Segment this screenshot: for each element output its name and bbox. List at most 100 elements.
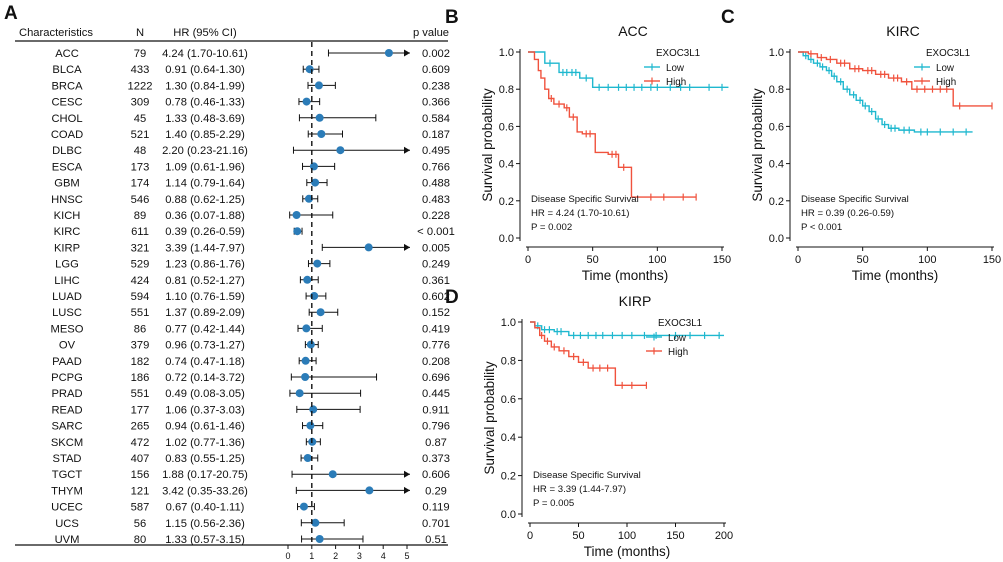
- hr-point: [304, 194, 313, 203]
- row-characteristic: READ: [51, 404, 82, 416]
- hr-point: [314, 81, 323, 90]
- km-y-tick-label: 0.8: [499, 84, 514, 96]
- ci-arrow: [404, 470, 410, 478]
- km-legend-label: Low: [936, 63, 955, 74]
- row-p-value: 0.776: [422, 340, 450, 352]
- row-characteristic: UVM: [55, 534, 80, 546]
- row-n: 424: [131, 275, 150, 287]
- row-characteristic: UCEC: [51, 502, 83, 514]
- row-p-value: 0.766: [422, 161, 450, 173]
- row-hr-ci: 1.37 (0.89-2.09): [165, 307, 245, 319]
- km-y-tick-label: 0.2: [769, 196, 784, 208]
- row-characteristic: BRCA: [51, 80, 83, 92]
- km-legend-title: EXOC3L1: [658, 318, 702, 329]
- row-hr-ci: 1.02 (0.77-1.36): [165, 437, 245, 449]
- row-hr-ci: 4.24 (1.70-10.61): [162, 48, 248, 60]
- km-y-tick-label: 0.0: [499, 233, 514, 245]
- row-n: 1222: [128, 80, 153, 92]
- row-characteristic: LGG: [55, 259, 79, 271]
- row-characteristic: HNSC: [51, 194, 83, 206]
- row-p-value: 0.584: [422, 113, 450, 125]
- km-curve-high: [798, 51, 992, 107]
- km-title: ACC: [618, 23, 648, 39]
- hr-point: [293, 227, 302, 236]
- panel-label-c: C: [721, 7, 735, 28]
- hr-point: [306, 340, 315, 349]
- row-hr-ci: 3.42 (0.35-33.26): [162, 485, 248, 497]
- forest-x-tick-label: 5: [404, 551, 409, 561]
- km-curve-low: [798, 51, 973, 133]
- hr-point: [301, 356, 310, 365]
- row-characteristic: KIRC: [54, 226, 81, 238]
- km-x-label: Time (months): [584, 544, 671, 559]
- row-p-value: 0.495: [422, 145, 450, 157]
- km-x-label: Time (months): [582, 268, 669, 283]
- row-n: 156: [131, 469, 150, 481]
- km-plot-kirc: KIRC 0.0 0.2 0.4 0.6 0.8 1.0 0 50 100 150 Time (mon…: [750, 23, 1001, 283]
- hr-point: [316, 308, 325, 317]
- row-p-value: 0.361: [422, 275, 450, 287]
- row-n: 521: [131, 129, 150, 141]
- row-characteristic: SKCM: [51, 437, 83, 449]
- hr-point: [306, 421, 315, 430]
- row-hr-ci: 0.83 (0.55-1.25): [165, 453, 245, 465]
- row-n: 407: [131, 453, 150, 465]
- row-n: 611: [131, 226, 149, 238]
- forest-x-tick-label: 4: [381, 551, 386, 561]
- km-annotation: HR = 4.24 (1.70-10.61): [531, 208, 629, 219]
- ci-arrow: [404, 486, 410, 494]
- km-y-tick-label: 0.4: [501, 432, 516, 444]
- km-title: KIRC: [886, 23, 919, 39]
- row-characteristic: PRAD: [51, 388, 82, 400]
- km-annotation: P = 0.005: [533, 498, 574, 509]
- row-characteristic: ACC: [55, 48, 79, 60]
- km-curve-low: [528, 51, 729, 89]
- row-characteristic: PCPG: [51, 372, 83, 384]
- hr-point: [309, 405, 318, 414]
- row-characteristic: KIRP: [54, 242, 80, 254]
- row-n: 551: [131, 388, 150, 400]
- km-annotation: Disease Specific Survival: [801, 194, 909, 205]
- km-legend-label: High: [936, 77, 956, 88]
- row-characteristic: COAD: [51, 129, 83, 141]
- row-hr-ci: 1.88 (0.17-20.75): [162, 469, 248, 481]
- row-hr-ci: 1.33 (0.48-3.69): [165, 113, 245, 125]
- hr-point: [295, 389, 304, 398]
- hr-point: [365, 486, 374, 495]
- row-n: 321: [131, 242, 150, 254]
- row-characteristic: PAAD: [52, 356, 82, 368]
- row-n: 121: [131, 485, 150, 497]
- hr-point: [328, 470, 337, 479]
- km-y-label: Survival probability: [480, 88, 495, 202]
- row-p-value: 0.602: [422, 291, 450, 303]
- km-x-tick-label: 100: [618, 530, 636, 542]
- row-characteristic: LUSC: [52, 307, 82, 319]
- row-hr-ci: 0.67 (0.40-1.11): [166, 502, 245, 514]
- row-p-value: 0.208: [422, 356, 450, 368]
- row-hr-ci: 0.77 (0.42-1.44): [165, 323, 245, 335]
- row-n: 173: [131, 161, 150, 173]
- row-characteristic: THYM: [51, 485, 83, 497]
- row-hr-ci: 0.96 (0.73-1.27): [165, 340, 245, 352]
- km-annotation: P = 0.002: [531, 222, 572, 233]
- forest-x-tick-label: 1: [309, 551, 314, 561]
- row-p-value: 0.005: [422, 242, 450, 254]
- hr-point: [303, 454, 312, 462]
- km-y-tick-label: 1.0: [769, 47, 784, 59]
- row-p-value: 0.419: [422, 323, 450, 335]
- row-p-value: 0.796: [422, 421, 450, 433]
- row-hr-ci: 3.39 (1.44-7.97): [165, 242, 245, 254]
- hr-point: [299, 502, 308, 511]
- row-hr-ci: 0.78 (0.46-1.33): [165, 97, 245, 109]
- row-p-value: 0.29: [425, 485, 447, 497]
- km-y-tick-label: 0.4: [769, 159, 784, 171]
- km-legend-label: Low: [668, 333, 687, 344]
- km-annotation: P < 0.001: [801, 222, 842, 233]
- row-characteristic: BLCA: [52, 64, 82, 76]
- forest-header: Characteristics N HR (95% CI) p value: [19, 27, 449, 39]
- km-y-tick-label: 0.8: [769, 84, 784, 96]
- hr-point: [292, 211, 301, 219]
- row-n: 89: [134, 210, 146, 222]
- row-p-value: 0.911: [422, 404, 449, 416]
- row-characteristic: SARC: [51, 421, 82, 433]
